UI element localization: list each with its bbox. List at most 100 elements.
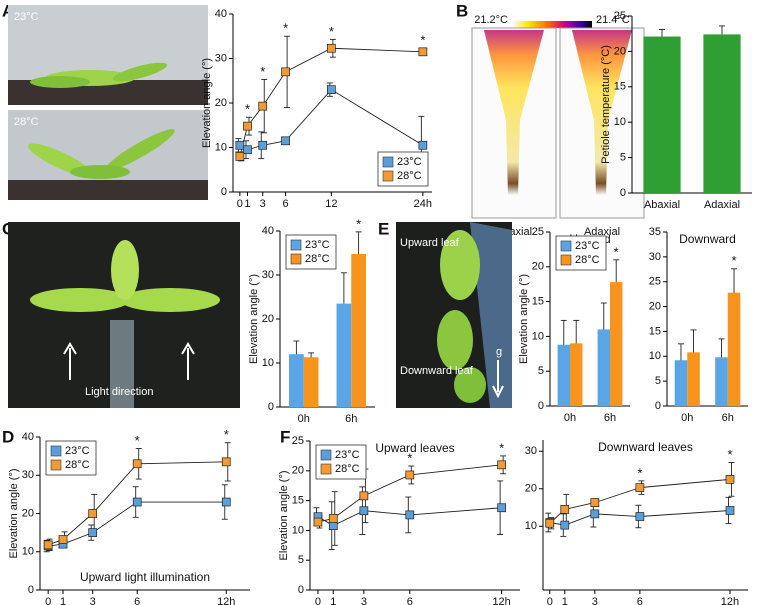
x-tick-label: 1 xyxy=(562,596,568,605)
x-tick-label: 6 xyxy=(407,596,413,605)
significance-mark: * xyxy=(245,102,250,117)
data-point xyxy=(725,475,735,484)
y-axis-label: Petiole temperature (°C) xyxy=(600,45,612,164)
data-point xyxy=(418,140,428,150)
significance-mark: * xyxy=(260,64,265,79)
y-tick-label: 15 xyxy=(532,296,544,308)
bar xyxy=(703,34,741,193)
data-point xyxy=(590,498,600,507)
y-tick-label: 5 xyxy=(620,152,626,164)
x-tick-label: 6h xyxy=(345,413,357,425)
y-tick-label: 20 xyxy=(292,465,304,477)
y-tick-label: 20 xyxy=(525,483,537,495)
data-point xyxy=(132,497,142,507)
y-tick-label: 20 xyxy=(262,313,274,325)
significance-mark: * xyxy=(637,465,642,480)
photo: 23°C xyxy=(8,5,208,105)
x-tick-label: 0h xyxy=(681,412,693,424)
y-axis-label: Elevation angle (°) xyxy=(248,274,260,364)
y-tick-label: 20 xyxy=(215,97,227,109)
y-tick-label: 30 xyxy=(215,52,227,64)
panel-label: F xyxy=(280,427,290,446)
legend-swatch xyxy=(382,156,394,168)
data-point xyxy=(281,136,290,146)
data-point xyxy=(359,506,369,516)
photo-label: Upward leaf xyxy=(400,237,460,249)
y-tick-label: 10 xyxy=(532,330,544,342)
data-point xyxy=(258,101,268,111)
x-tick-label: 3 xyxy=(90,596,96,605)
x-tick-label: 1 xyxy=(330,596,336,605)
data-point xyxy=(88,528,98,537)
data-point xyxy=(560,520,570,530)
y-tick-label: 40 xyxy=(262,225,274,237)
significance-mark: * xyxy=(499,440,504,455)
data-point xyxy=(418,47,428,57)
image-label: Adaxial xyxy=(584,226,620,238)
data-point xyxy=(328,514,338,523)
bar xyxy=(727,292,741,406)
color-bar xyxy=(512,21,592,28)
data-point xyxy=(725,506,735,515)
x-tick-label: 6h xyxy=(722,412,734,424)
significance-mark: * xyxy=(731,253,736,268)
bar xyxy=(303,357,319,407)
bar xyxy=(715,357,728,406)
x-tick-label: 12h xyxy=(492,596,510,605)
chart-title: Downward leaves xyxy=(598,440,693,454)
data-point xyxy=(88,509,98,518)
y-tick-label: 10 xyxy=(614,116,626,128)
data-point xyxy=(635,483,645,492)
legend-swatch xyxy=(382,170,394,182)
x-tick-label: 6 xyxy=(637,596,643,605)
y-tick-label: 0 xyxy=(655,400,661,412)
y-tick-label: 5 xyxy=(655,375,661,387)
bar xyxy=(597,329,610,406)
y-tick-label: 10 xyxy=(215,141,227,153)
y-tick-label: 0 xyxy=(221,186,227,198)
panel-label: E xyxy=(378,219,389,238)
legend-swatch xyxy=(560,254,572,266)
x-tick-label: 6 xyxy=(134,596,140,605)
legend-label: 23°C xyxy=(335,449,360,461)
data-point xyxy=(132,459,142,469)
bar xyxy=(674,360,688,406)
y-axis-label: Elevation angle (°) xyxy=(201,58,213,148)
series-line xyxy=(48,501,227,547)
y-tick-label: 15 xyxy=(614,81,626,93)
data-point xyxy=(497,460,506,470)
y-tick-label: 0 xyxy=(620,187,626,199)
photo-label: Downward leaf xyxy=(400,365,474,377)
photo-label: Light direction xyxy=(85,386,154,398)
significance-mark: * xyxy=(224,427,229,442)
data-point xyxy=(359,491,369,501)
data-point xyxy=(221,497,231,507)
y-tick-label: 10 xyxy=(649,350,661,362)
x-tick-label: 6 xyxy=(283,198,289,210)
bar xyxy=(336,303,352,407)
legend-label: 28°C xyxy=(335,463,360,475)
y-tick-label: 20 xyxy=(614,45,626,57)
color-bar-label: 21.2°C xyxy=(474,14,508,26)
panel-label: D xyxy=(2,427,14,446)
x-tick-label: 0 xyxy=(237,198,243,210)
legend-swatch xyxy=(50,445,62,457)
y-tick-label: 35 xyxy=(649,226,661,238)
bar xyxy=(351,253,366,407)
data-point xyxy=(560,505,570,514)
photo-label: g xyxy=(496,346,502,358)
y-tick-label: 0 xyxy=(298,584,304,596)
annotation: Upward light illumination xyxy=(80,570,210,584)
legend-swatch xyxy=(320,463,332,475)
y-tick-label: 0 xyxy=(538,400,544,412)
significance-mark: * xyxy=(614,244,619,259)
y-tick-label: 10 xyxy=(22,546,34,558)
data-point xyxy=(590,509,600,519)
y-tick-label: 25 xyxy=(614,10,626,22)
bar xyxy=(610,282,623,406)
x-tick-label: 1 xyxy=(60,596,66,605)
y-tick-label: 30 xyxy=(262,269,274,281)
data-point xyxy=(58,535,68,544)
x-tick-label: Adaxial xyxy=(704,199,740,211)
